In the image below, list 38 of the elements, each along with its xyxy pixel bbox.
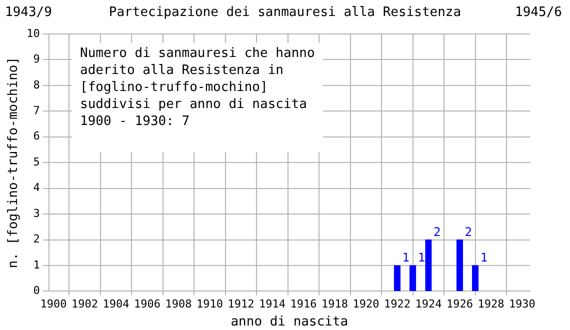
- x-tick-label: 1928: [478, 298, 504, 311]
- x-tick-label: 1926: [446, 298, 473, 311]
- x-tick-label: 1930: [508, 298, 536, 311]
- y-axis-title: n. [foglino-truffo-mochino]: [6, 56, 22, 268]
- y-tick-label: 9: [33, 52, 40, 66]
- x-tick-label: 1918: [321, 298, 348, 311]
- text: 1943/9: [5, 5, 52, 20]
- data-label: 2: [464, 224, 472, 239]
- x-tick-label: 1914: [258, 298, 286, 311]
- y-tick-label: 6: [33, 130, 40, 143]
- chart-title: Partecipazione dei sanmauresi alla Resistenza: [108, 5, 462, 20]
- x-tick-label: 1902: [72, 298, 98, 311]
- y-tick-label: 4: [33, 181, 40, 194]
- data-label: 1: [480, 250, 488, 265]
- x-tick-label: 1900: [40, 298, 67, 311]
- annotation: Numero di sanmauresi che hanno aderito alla Resistenza in [foglino-truffo-mochino] suddivisi per anno di nascita 1900 - 1930: 7: [72, 43, 323, 152]
- data-label: 1: [402, 250, 410, 265]
- x-tick-label: 1904: [102, 298, 130, 311]
- x-tick-label: 1920: [352, 298, 380, 311]
- x-tick-label: 1922: [384, 298, 410, 311]
- x-tick-label: 1912: [228, 298, 254, 311]
- x-tick-label: 1906: [134, 298, 161, 311]
- y-tick-label: 7: [33, 104, 40, 118]
- y-tick-label: 1: [33, 258, 40, 272]
- x-tick-label: 1916: [290, 298, 317, 311]
- text: 1945/6: [515, 5, 562, 20]
- data-label: 2: [433, 224, 441, 239]
- x-tick-label: 1910: [196, 298, 223, 311]
- y-tick-label: 8: [33, 78, 40, 92]
- y-tick-label: 5: [33, 155, 40, 168]
- x-tick-label: 1908: [165, 298, 192, 311]
- y-tick-label: 0: [33, 284, 40, 298]
- data-label: 1: [418, 250, 426, 265]
- x-tick-label: 1924: [415, 298, 442, 311]
- y-tick-label: 2: [33, 232, 40, 246]
- x-axis-title: anno di nascita: [230, 314, 348, 330]
- y-tick-label: 10: [26, 26, 40, 40]
- y-tick-label: 3: [33, 206, 40, 220]
